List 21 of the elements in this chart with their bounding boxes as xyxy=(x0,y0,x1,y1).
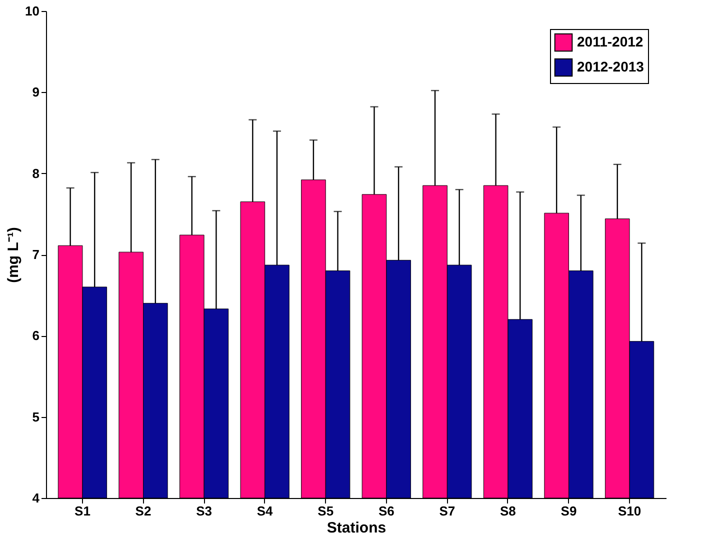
y-tick-label: 4 xyxy=(32,490,40,506)
x-tick-label: S4 xyxy=(256,504,274,518)
x-tick-label: S6 xyxy=(378,504,394,518)
x-tick-label: S5 xyxy=(318,504,334,518)
legend-label: 2011-2012 xyxy=(577,34,644,50)
x-tick-label: S1 xyxy=(74,504,90,518)
legend-label: 2012-2013 xyxy=(577,58,644,74)
x-tick-label: S2 xyxy=(135,504,152,518)
x-tick-label: S10 xyxy=(618,504,642,518)
y-tick-label: 9 xyxy=(32,84,40,100)
x-tick-label: S7 xyxy=(439,504,456,518)
x-axis-title: Stations xyxy=(326,520,386,536)
y-tick-label: 7 xyxy=(32,247,40,262)
x-tick-label: S9 xyxy=(560,504,577,518)
y-tick-label: 5 xyxy=(32,409,40,424)
y-tick-label: 6 xyxy=(32,328,40,344)
x-tick-label: S8 xyxy=(500,504,516,518)
y-axis-title: (mg L⁻¹) xyxy=(5,227,22,283)
x-tick-label: S3 xyxy=(196,504,212,518)
y-tick-label: 10 xyxy=(25,4,40,18)
y-tick-label: 8 xyxy=(32,166,40,181)
